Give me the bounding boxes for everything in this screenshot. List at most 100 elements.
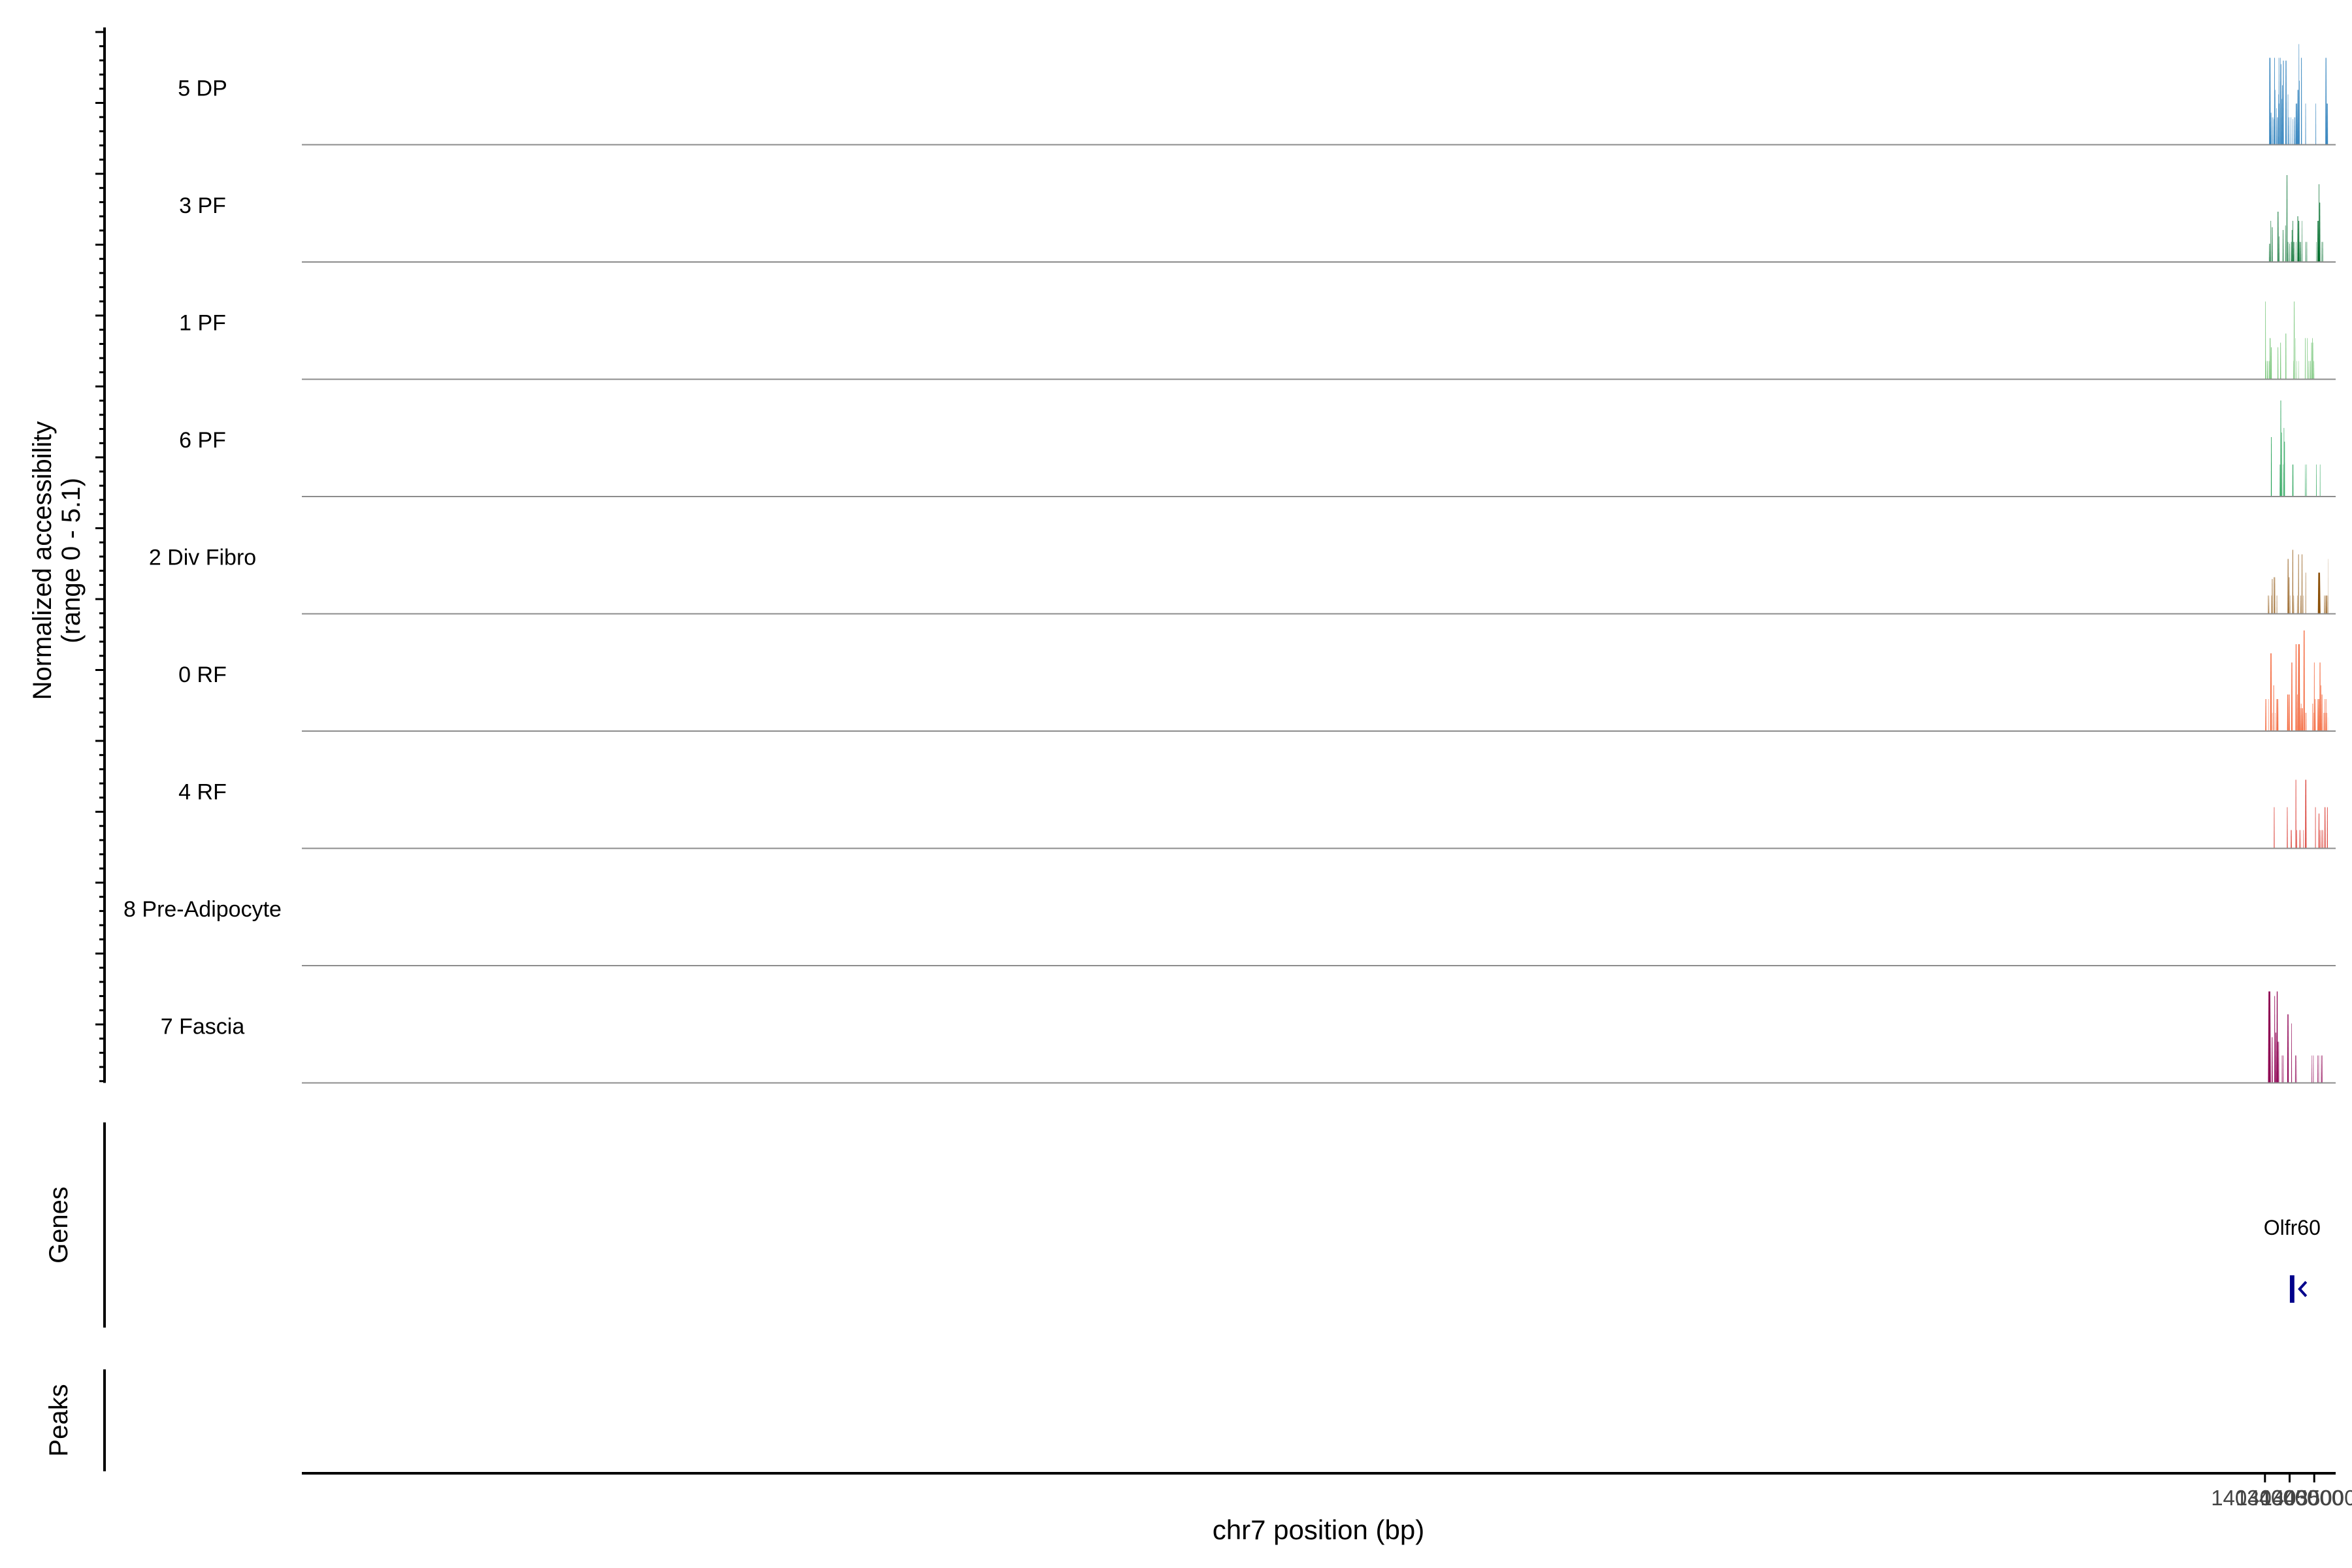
coverage-peak [2311, 1055, 2312, 1083]
coverage-peak [2278, 1041, 2279, 1083]
coverage-peak [2304, 338, 2306, 380]
x-axis: 140340000140345000140350000 chr7 positio… [302, 1472, 2352, 1545]
coverage-peak [2325, 57, 2327, 145]
x-tick-label: 140350000 [2261, 1486, 2352, 1510]
coverage-peak [2269, 338, 2271, 380]
coverage-peak [2291, 242, 2292, 262]
coverage-peak [2293, 361, 2294, 380]
coverage-peak [2280, 342, 2281, 380]
coverage-peak [2319, 830, 2321, 849]
track-1-pf: 1 PF [179, 301, 2336, 380]
coverage-peak [2296, 1055, 2297, 1083]
peaks-panel-title: Peaks [44, 1384, 73, 1456]
genes-panel-title: Genes [44, 1186, 73, 1264]
track-0-rf: 0 RF [178, 630, 2336, 732]
coverage-peak [2294, 242, 2295, 262]
coverage-peak [2316, 465, 2317, 497]
coverage-peak [2295, 644, 2297, 731]
coverage-peak [2317, 1055, 2318, 1083]
coverage-peak [2291, 830, 2292, 849]
coverage-peak [2275, 90, 2276, 145]
coverage-peak [2311, 342, 2312, 380]
coverage-peak [2276, 991, 2278, 1083]
genes-panel: Genes Olfr60 [44, 1122, 2321, 1328]
coverage-peak [2268, 595, 2269, 614]
track-label: 8 Pre-Adipocyte [123, 897, 282, 922]
coverage-peak [2306, 465, 2307, 497]
coverage-peak [2298, 221, 2300, 262]
coverage-peak [2272, 1037, 2273, 1083]
coverage-peak [2308, 361, 2309, 380]
coverage-peak [2274, 713, 2276, 731]
coverage-peak [2270, 437, 2272, 497]
coverage-peak [2324, 595, 2325, 614]
coverage-peak [2315, 807, 2316, 849]
coverage-peak [2310, 361, 2311, 380]
coverage-peak [2298, 554, 2299, 614]
coverage-peak [2312, 704, 2313, 731]
coverage-peak [2274, 57, 2275, 145]
peaks-panel: Peaks [44, 1369, 106, 1471]
coverage-peak [2287, 694, 2289, 731]
coverage-peak [2296, 361, 2297, 380]
coverage-peak [2305, 779, 2307, 849]
coverage-peak [2287, 1014, 2289, 1083]
track-3-pf: 3 PF [179, 175, 2336, 263]
track-label: 1 PF [179, 311, 226, 336]
track-8-pre-adipocyte: 8 Pre-Adipocyte [123, 897, 2336, 966]
coverage-peak [2276, 108, 2277, 145]
coverage-peak [2281, 99, 2282, 145]
coverage-peak [2326, 595, 2327, 614]
track-5-dp: 5 DP [178, 44, 2336, 146]
coverage-peak [2278, 212, 2279, 262]
coverage-peak [2276, 699, 2278, 731]
coverage-peak [2300, 830, 2301, 849]
track-7-fascia: 7 Fascia [161, 991, 2336, 1084]
coverage-peak [2315, 103, 2317, 145]
track-6-pf: 6 PF [179, 400, 2336, 497]
coverage-peak [2268, 991, 2271, 1083]
coverage-peak [2283, 1055, 2284, 1083]
coverage-peak [2285, 333, 2287, 380]
coverage-peak [2323, 830, 2324, 849]
coverage-peak [2290, 595, 2291, 614]
coverage-peak [2279, 57, 2281, 145]
coverage-peak [2325, 699, 2327, 731]
coverage-peak [2277, 117, 2278, 145]
coverage-peak [2306, 713, 2307, 731]
track-label: 0 RF [178, 662, 227, 687]
coverage-peak [2301, 57, 2302, 145]
coverage-peak [2280, 400, 2281, 497]
coverage-peak [2298, 644, 2300, 731]
coverage-peak [2318, 699, 2320, 731]
track-label: 5 DP [178, 76, 227, 101]
coverage-peak [2267, 361, 2268, 380]
coverage-peak [2276, 595, 2278, 614]
coverage-peak [2289, 244, 2291, 262]
coverage-peak [2270, 112, 2272, 145]
gene-body [2289, 1275, 2295, 1303]
coverage-peak [2270, 653, 2272, 731]
coverage-peak [2285, 60, 2287, 145]
coverage-peak [2313, 342, 2314, 380]
coverage-peak [2321, 694, 2323, 731]
coverage-peak [2298, 44, 2300, 145]
coverage-peak [2265, 699, 2266, 731]
coverage-peak [2279, 465, 2281, 497]
coverage-peak [2293, 242, 2294, 262]
coverage-peak [2321, 242, 2323, 262]
coverage-peak [2269, 361, 2270, 380]
coverage-peak [2296, 595, 2298, 614]
coverage-peak [2327, 807, 2328, 849]
coverage-peak [2297, 90, 2299, 145]
coverage-peak [2284, 442, 2285, 497]
coverage-peak [2283, 428, 2285, 497]
coverage-peak [2272, 713, 2273, 731]
gene-glyphs: Olfr60 [2264, 1216, 2321, 1303]
track-label: 7 Fascia [161, 1015, 245, 1039]
coverage-peak [2281, 1055, 2283, 1083]
coverage-peak [2299, 80, 2300, 145]
track-label: 2 Div Fibro [149, 546, 256, 570]
coverage-y-axis [95, 27, 106, 1083]
